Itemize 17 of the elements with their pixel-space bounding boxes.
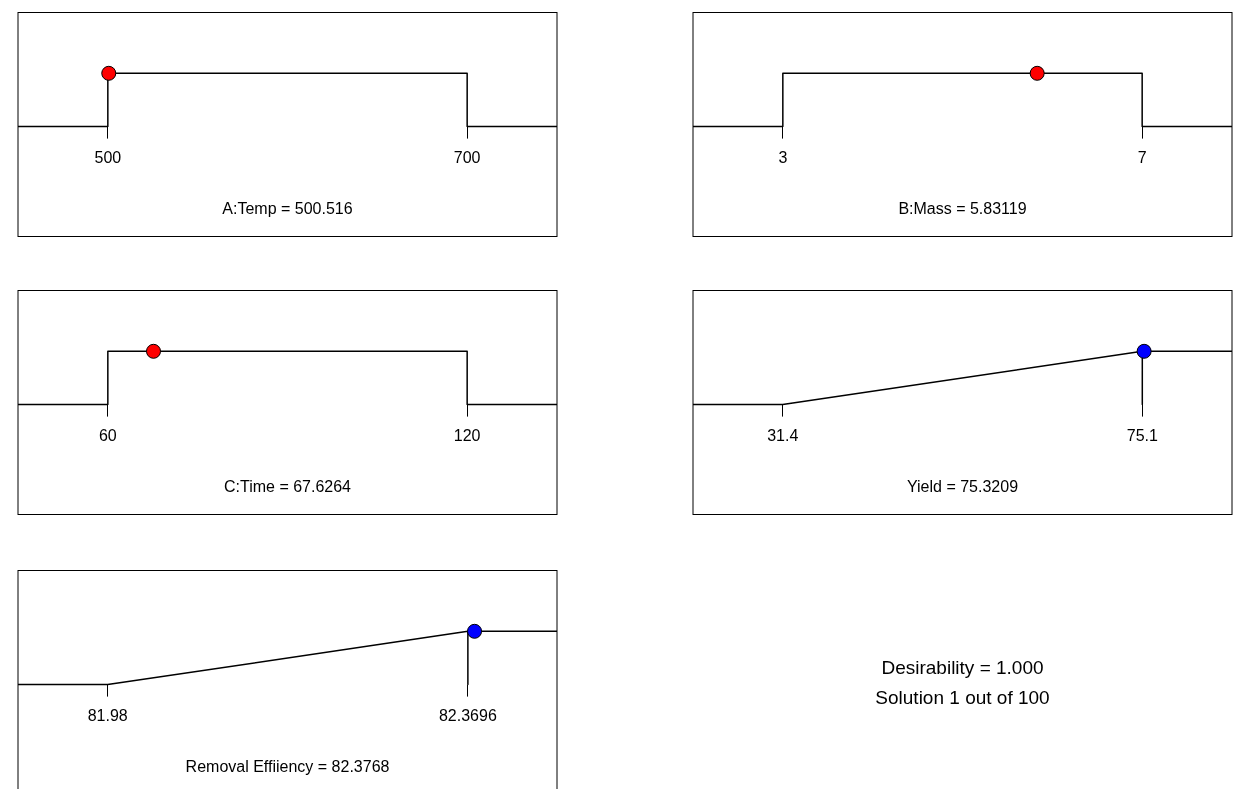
text: Solution 1 out of 100 [875, 685, 1050, 710]
x-tick-label: 120 [453, 426, 481, 444]
x-tick-label: 75.1 [1126, 426, 1158, 444]
text: Desirability = 1.000 [881, 655, 1044, 680]
x-tick-label: 7 [1137, 148, 1147, 166]
x-tick-label: 500 [94, 148, 122, 166]
x-tick-label: 31.4 [767, 426, 799, 444]
x-tick-label: 82.3696 [438, 706, 497, 724]
x-axis-title: Removal Effiiency = 82.3768 [185, 757, 390, 775]
x-tick-label: 81.98 [87, 706, 128, 724]
x-axis-title: C:Time = 67.6264 [223, 477, 352, 495]
x-tick-label: 60 [98, 426, 117, 444]
x-axis-title: B:Mass = 5.83119 [898, 199, 1027, 217]
x-axis-title: A:Temp = 500.516 [222, 199, 353, 217]
x-tick-label: 700 [453, 148, 481, 166]
x-axis-title: Yield = 75.3209 [906, 477, 1019, 495]
x-tick-label: 3 [778, 148, 788, 166]
